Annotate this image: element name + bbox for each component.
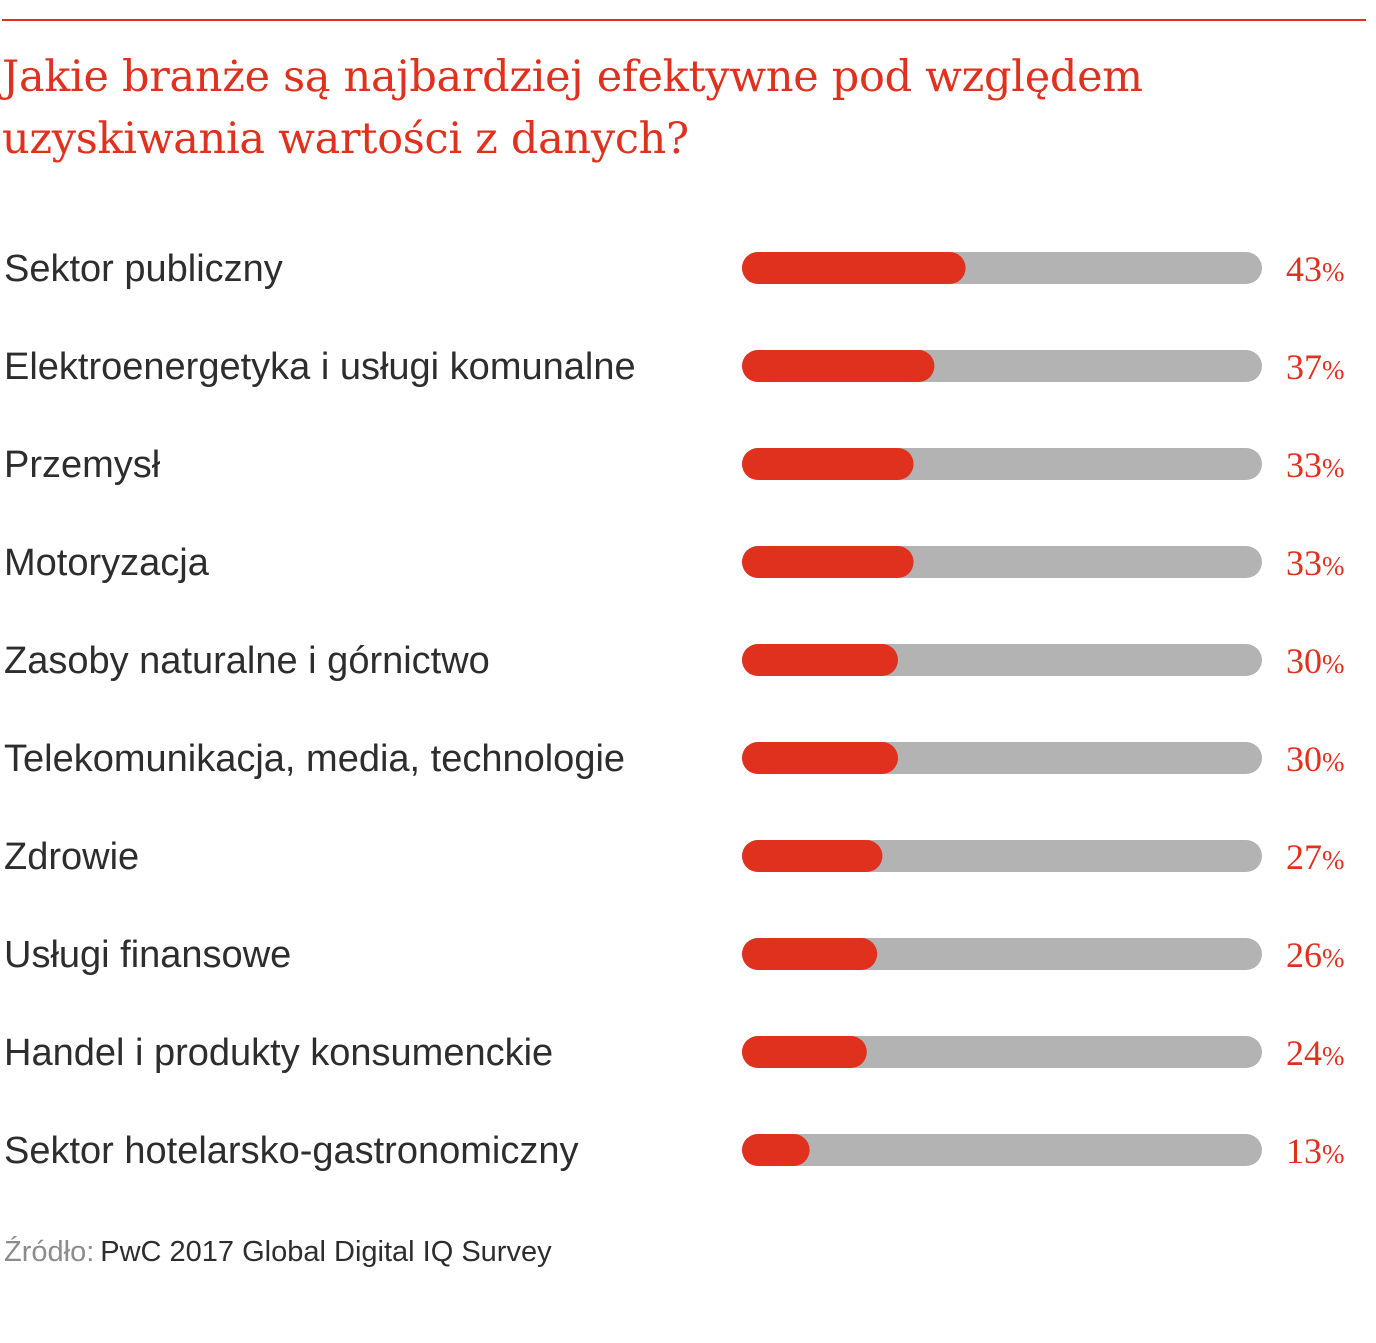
- bar-row: Sektor publiczny 43%: [4, 248, 1345, 290]
- source-prefix: Źródło:: [4, 1236, 95, 1268]
- value-label: 27%: [1286, 837, 1345, 877]
- bar: [742, 840, 883, 872]
- bar-row: Elektroenergetyka i usługi komunalne 37%: [4, 346, 1345, 388]
- value-label: 33%: [1286, 543, 1345, 583]
- chart-title: Jakie branże są najbardziej efektywne po…: [2, 46, 1362, 170]
- category-label: Sektor hotelarsko-gastronomiczny: [4, 1130, 578, 1172]
- value-label: 37%: [1286, 347, 1345, 387]
- bar-row: Usługi finansowe 26%: [4, 934, 1345, 976]
- bar-row: Motoryzacja 33%: [4, 542, 1345, 584]
- category-label: Handel i produkty konsumenckie: [4, 1032, 553, 1074]
- value-unit: %: [1322, 355, 1345, 385]
- category-label: Przemysł: [4, 444, 161, 486]
- source-text: PwC 2017 Global Digital IQ Survey: [100, 1236, 552, 1268]
- value-label: 30%: [1286, 641, 1345, 681]
- value-label: 43%: [1286, 249, 1345, 289]
- category-label: Motoryzacja: [4, 542, 210, 584]
- value-number: 30: [1286, 739, 1322, 779]
- bar-row: Sektor hotelarsko-gastronomiczny 13%: [4, 1130, 1345, 1172]
- value-label: 13%: [1286, 1131, 1345, 1171]
- bar: [742, 644, 898, 676]
- value-number: 37: [1286, 347, 1322, 387]
- top-rule: [2, 19, 1366, 21]
- value-unit: %: [1322, 1139, 1345, 1169]
- value-number: 30: [1286, 641, 1322, 681]
- value-label: 30%: [1286, 739, 1345, 779]
- category-label: Zasoby naturalne i górnictwo: [4, 640, 490, 682]
- category-label: Telekomunikacja, media, technologie: [4, 738, 625, 780]
- value-unit: %: [1322, 649, 1345, 679]
- value-unit: %: [1322, 1041, 1345, 1071]
- value-unit: %: [1322, 257, 1345, 287]
- bar-track: [742, 1036, 1262, 1068]
- bar-row: Przemysł 33%: [4, 444, 1345, 486]
- value-unit: %: [1322, 551, 1345, 581]
- value-label: 24%: [1286, 1033, 1345, 1073]
- category-label: Elektroenergetyka i usługi komunalne: [4, 346, 636, 388]
- value-number: 33: [1286, 543, 1322, 583]
- source-note: Źródło: PwC 2017 Global Digital IQ Survey: [4, 1236, 552, 1269]
- category-label: Sektor publiczny: [4, 248, 283, 290]
- value-number: 33: [1286, 445, 1322, 485]
- value-number: 26: [1286, 935, 1322, 975]
- bar: [742, 1134, 810, 1166]
- value-unit: %: [1322, 943, 1345, 973]
- value-label: 33%: [1286, 445, 1345, 485]
- bar: [742, 1036, 867, 1068]
- bar-row: Zdrowie 27%: [4, 836, 1345, 878]
- bar: [742, 742, 898, 774]
- value-number: 43: [1286, 249, 1322, 289]
- value-label: 26%: [1286, 935, 1345, 975]
- value-number: 27: [1286, 837, 1322, 877]
- bar: [742, 350, 935, 382]
- value-unit: %: [1322, 747, 1345, 777]
- value-unit: %: [1322, 845, 1345, 875]
- category-label: Zdrowie: [4, 836, 139, 878]
- value-unit: %: [1322, 453, 1345, 483]
- bar: [742, 448, 914, 480]
- bar: [742, 252, 966, 284]
- value-number: 24: [1286, 1033, 1322, 1073]
- value-number: 13: [1286, 1131, 1322, 1171]
- bar: [742, 546, 914, 578]
- bar: [742, 938, 878, 970]
- bar-track: [742, 1134, 1262, 1166]
- bar-row: Handel i produkty konsumenckie 24%: [4, 1032, 1345, 1074]
- bar-row: Zasoby naturalne i górnictwo 30%: [4, 640, 1345, 682]
- bar-row: Telekomunikacja, media, technologie 30%: [4, 738, 1345, 780]
- chart-title-line-1: Jakie branże są najbardziej efektywne po…: [2, 52, 1143, 102]
- category-label: Usługi finansowe: [4, 934, 291, 976]
- chart-title-line-2: uzyskiwania wartości z danych?: [2, 114, 689, 164]
